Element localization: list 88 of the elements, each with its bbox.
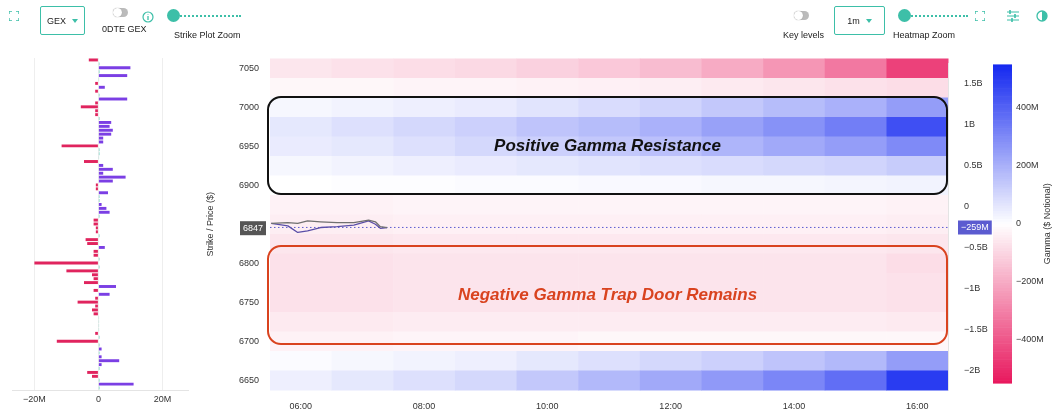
dropdown: GEX	[40, 6, 85, 35]
bar	[98, 206, 107, 210]
bar	[98, 382, 134, 386]
x-tick-label: 08:00	[412, 400, 436, 409]
y-tick-label: 0.5B	[964, 159, 983, 170]
bar	[98, 359, 120, 363]
x-tick-label: 16:00	[905, 400, 929, 409]
dropdown: 1m	[834, 6, 885, 35]
y-tick-label: 1.5B	[964, 77, 983, 88]
bar	[87, 370, 98, 374]
x-tick-label: −20M	[23, 393, 46, 404]
y-tick-label: 6650	[238, 374, 259, 385]
y-tick-label: 6900	[238, 179, 259, 190]
bar	[98, 124, 110, 128]
bar	[93, 288, 98, 292]
text: Strike Plot Zoom	[174, 30, 241, 40]
bar	[93, 218, 98, 222]
bar	[98, 132, 112, 136]
bar	[98, 85, 105, 89]
annotation: Negative Gamma Trap Door Remains	[457, 285, 758, 305]
y-tick-label: −0.5B	[964, 241, 988, 252]
y-tick-label: −1B	[964, 282, 981, 293]
y-tick-label: 1B	[964, 118, 976, 129]
color-bar-label: −400M	[1016, 334, 1044, 345]
text: 0DTE GEX	[102, 24, 147, 34]
bar	[84, 160, 98, 163]
bar	[95, 331, 98, 335]
bar	[95, 81, 98, 85]
bar	[98, 245, 105, 249]
bar	[95, 230, 98, 234]
bar	[98, 292, 110, 296]
bar	[95, 187, 98, 191]
callout-frame: Positive Gamma Resistance	[267, 96, 948, 195]
color-bar-title: Gamma ($ Notional)	[1042, 183, 1053, 265]
y-tick-label: 6750	[238, 296, 259, 307]
bar	[98, 128, 113, 132]
x-tick-label: 10:00	[536, 400, 559, 409]
ref-line-label: −259M	[961, 221, 989, 232]
bar	[98, 203, 102, 206]
bar	[93, 249, 98, 253]
y-tick-label: 6700	[238, 335, 259, 346]
x-tick-label: 20M	[153, 393, 172, 404]
bar	[84, 281, 98, 285]
y-axis-title: Strike / Price ($)	[204, 191, 215, 257]
bar	[61, 144, 98, 148]
bar	[80, 105, 98, 109]
text: Key levels	[783, 30, 825, 40]
text: Heatmap Zoom	[893, 30, 956, 40]
bar	[95, 113, 98, 117]
y-tick-label: −1.5B	[964, 323, 988, 334]
y-tick-label: 0	[964, 200, 970, 211]
x-tick-label: 14:00	[782, 400, 806, 409]
y-tick-label: 6800	[238, 257, 259, 268]
y-tick-label: −2B	[964, 364, 981, 375]
bar	[77, 300, 98, 304]
bar	[98, 191, 108, 195]
x-tick-label: 12:00	[659, 400, 682, 409]
color-bar-label: 200M	[1016, 160, 1039, 171]
bar	[87, 242, 98, 245]
bar	[98, 167, 113, 171]
x-tick-label: 06:00	[289, 400, 313, 409]
bar	[98, 285, 116, 288]
bar	[95, 226, 98, 230]
bar	[95, 183, 98, 187]
bar	[92, 308, 98, 312]
bar	[85, 238, 98, 242]
bar	[56, 339, 98, 343]
y-tick-label: 6950	[238, 140, 259, 151]
color-bar-label: −200M	[1016, 276, 1044, 287]
color-bar-label: 400M	[1016, 102, 1039, 113]
annotation: Positive Gamma Resistance	[494, 135, 721, 156]
bar	[98, 66, 131, 70]
bar	[98, 210, 110, 214]
bar	[34, 261, 98, 265]
color-bar-label: 0	[1016, 218, 1022, 229]
bar	[98, 74, 128, 78]
y-tick-label: 7000	[238, 101, 259, 112]
y-tick-label: 7050	[238, 62, 259, 73]
bar	[93, 253, 98, 257]
text: 6847	[242, 222, 264, 233]
bar	[93, 312, 98, 316]
bar	[95, 89, 98, 93]
x-tick-label: 0	[95, 393, 101, 404]
callout-frame: Negative Gamma Trap Door Remains	[267, 245, 948, 345]
bar	[88, 58, 98, 62]
bar	[98, 175, 126, 179]
bar	[98, 120, 112, 124]
bar	[66, 269, 98, 273]
